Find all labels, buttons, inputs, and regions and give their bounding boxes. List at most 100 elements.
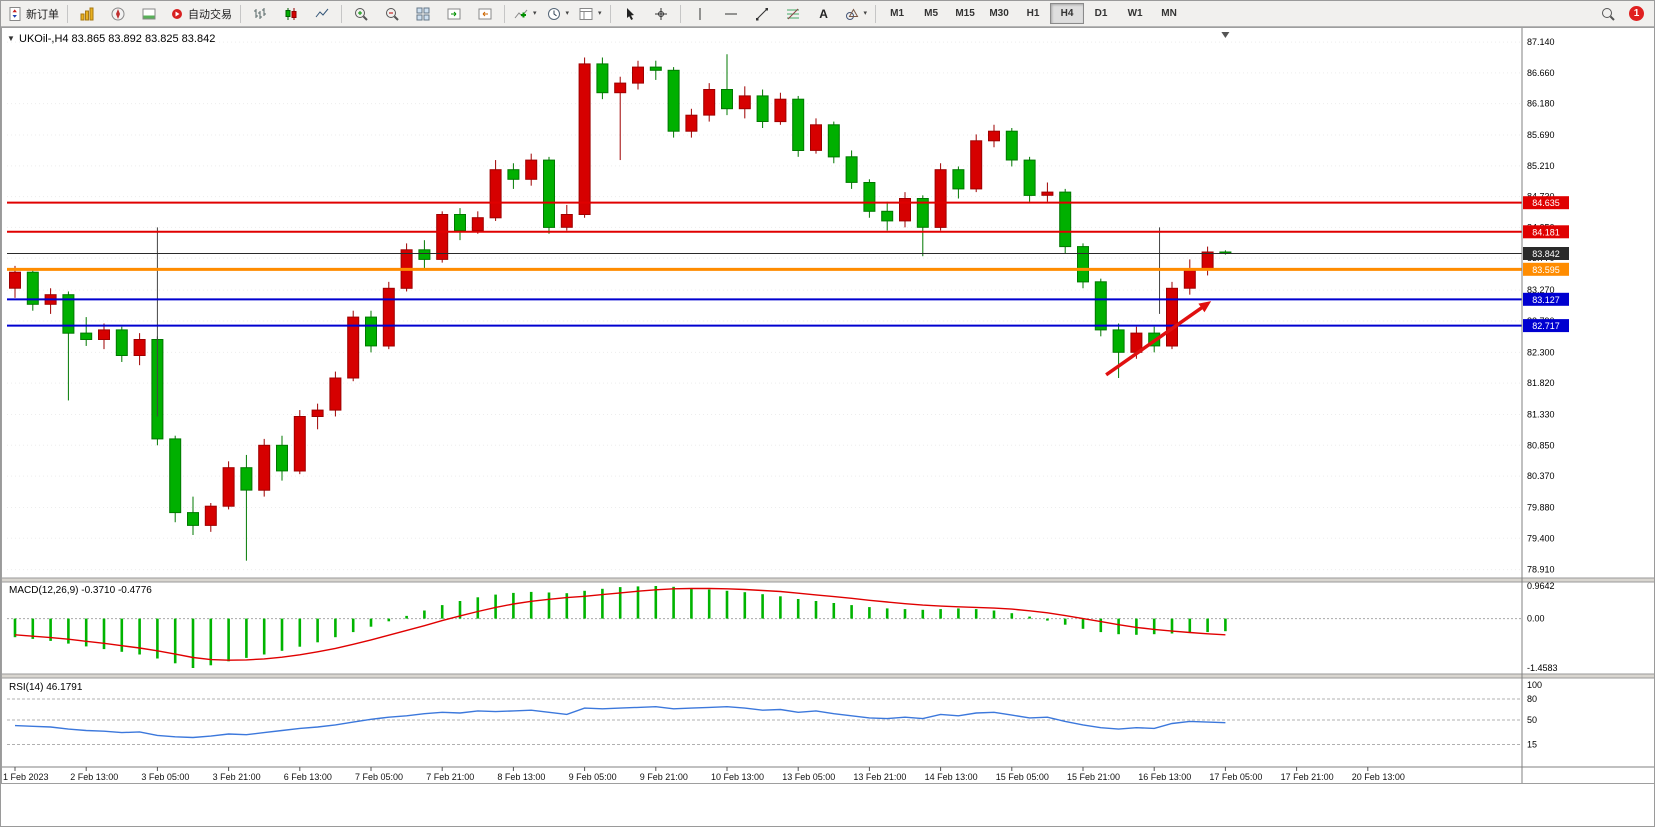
shift-marker-icon[interactable] bbox=[1221, 32, 1230, 38]
zoom-out-button[interactable] bbox=[377, 2, 407, 25]
arrow-annotation[interactable] bbox=[1105, 301, 1212, 377]
text-tool-button[interactable]: A bbox=[809, 2, 839, 25]
cursor-icon bbox=[626, 7, 634, 20]
periods-button[interactable]: ▾ bbox=[542, 2, 574, 25]
svg-text:84.181: 84.181 bbox=[1532, 227, 1560, 237]
rsi-line bbox=[14, 705, 1226, 739]
timeframe-m30-button[interactable]: M30 bbox=[989, 8, 1009, 19]
svg-text:50: 50 bbox=[1527, 715, 1537, 725]
timeframe-h4-button[interactable]: H4 bbox=[1050, 3, 1085, 24]
svg-text:82.300: 82.300 bbox=[1527, 347, 1555, 357]
svg-text:8 Feb 13:00: 8 Feb 13:00 bbox=[497, 772, 545, 782]
timeframe-m15-button[interactable]: M15 bbox=[955, 8, 975, 19]
chart-shift-icon bbox=[478, 8, 492, 19]
svg-text:79.400: 79.400 bbox=[1527, 533, 1555, 543]
cursor-button[interactable] bbox=[615, 2, 645, 25]
chart-window[interactable]: 87.14086.66086.18085.69085.21084.73084.2… bbox=[1, 27, 1655, 827]
trendline-button[interactable] bbox=[747, 2, 777, 25]
crosshair-icon bbox=[654, 7, 667, 20]
toolbar-separator bbox=[504, 4, 505, 23]
new-order-icon bbox=[9, 6, 21, 21]
rsi-panel: 100 80 50 15 RSI(14) 46.1791 bbox=[7, 680, 1542, 750]
candlestick-chart-icon bbox=[285, 7, 297, 20]
main-toolbar: 新订单 自动交易 bbox=[1, 1, 1654, 27]
timeframe-w1-button[interactable]: W1 bbox=[1127, 8, 1143, 19]
toolbar-separator bbox=[67, 4, 68, 23]
notification-badge[interactable]: 1 bbox=[1629, 6, 1644, 21]
svg-text:2 Feb 13:00: 2 Feb 13:00 bbox=[70, 772, 118, 782]
svg-text:87.140: 87.140 bbox=[1527, 37, 1555, 47]
svg-text:-1.4583: -1.4583 bbox=[1527, 663, 1558, 673]
zoom-in-icon bbox=[355, 7, 368, 21]
navigator-icon bbox=[111, 7, 125, 20]
svg-text:83.127: 83.127 bbox=[1532, 295, 1560, 305]
new-order-button[interactable]: 新订单 bbox=[3, 2, 63, 25]
svg-text:78.910: 78.910 bbox=[1527, 565, 1555, 575]
svg-text:100: 100 bbox=[1527, 680, 1542, 690]
svg-text:80.850: 80.850 bbox=[1527, 440, 1555, 450]
svg-text:81.820: 81.820 bbox=[1527, 378, 1555, 388]
toolbar-separator bbox=[875, 4, 877, 23]
search-button[interactable] bbox=[1593, 2, 1623, 25]
svg-text:1 Feb 2023: 1 Feb 2023 bbox=[3, 772, 49, 782]
tile-windows-button[interactable] bbox=[408, 2, 438, 25]
crosshair-button[interactable] bbox=[646, 2, 676, 25]
fibonacci-button[interactable] bbox=[778, 2, 808, 25]
svg-text:13 Feb 05:00: 13 Feb 05:00 bbox=[782, 772, 835, 782]
panel-divider[interactable] bbox=[1, 578, 1655, 582]
market-watch-button[interactable] bbox=[72, 2, 102, 25]
svg-text:83.595: 83.595 bbox=[1532, 265, 1560, 275]
autotrading-button[interactable]: 自动交易 bbox=[165, 2, 236, 25]
indicators-button[interactable]: ▾ bbox=[509, 2, 541, 25]
fibonacci-icon bbox=[786, 8, 799, 19]
toolbar-separator bbox=[240, 4, 241, 23]
svg-text:3 Feb 21:00: 3 Feb 21:00 bbox=[213, 772, 261, 782]
navigator-button[interactable] bbox=[103, 2, 133, 25]
autoscroll-button[interactable] bbox=[439, 2, 469, 25]
timeframe-d1-button[interactable]: D1 bbox=[1094, 8, 1108, 19]
zoom-in-button[interactable] bbox=[346, 2, 376, 25]
bar-chart-button[interactable] bbox=[245, 2, 275, 25]
zoom-out-icon bbox=[386, 7, 399, 21]
candlestick-chart-button[interactable] bbox=[276, 2, 306, 25]
line-chart-button[interactable] bbox=[307, 2, 337, 25]
shapes-button[interactable]: ▾ bbox=[840, 2, 872, 25]
timeframe-mn-button[interactable]: MN bbox=[1161, 8, 1177, 19]
macd-signal-line bbox=[14, 587, 1226, 661]
candles-layer bbox=[9, 54, 1232, 561]
price-tags: 84.635 84.181 83.842 83.595 83.127 82.717 bbox=[1523, 196, 1569, 333]
dropdown-caret[interactable]: ▾ bbox=[863, 10, 868, 17]
svg-text:7 Feb 21:00: 7 Feb 21:00 bbox=[426, 772, 474, 782]
svg-text:86.180: 86.180 bbox=[1527, 99, 1555, 109]
dropdown-caret[interactable]: ▾ bbox=[565, 10, 570, 17]
dropdown-caret[interactable]: ▾ bbox=[598, 10, 602, 17]
timeframe-m5-button[interactable]: M5 bbox=[924, 8, 939, 19]
panel-divider[interactable] bbox=[1, 674, 1655, 678]
shapes-icon bbox=[845, 7, 858, 20]
templates-button[interactable]: ▾ bbox=[574, 2, 606, 25]
horizontal-line-button[interactable] bbox=[716, 2, 746, 25]
svg-text:79.880: 79.880 bbox=[1527, 502, 1555, 512]
search-icon bbox=[1602, 7, 1615, 21]
svg-text:17 Feb 05:00: 17 Feb 05:00 bbox=[1209, 772, 1262, 782]
svg-text:MACD(12,26,9) -0.3710 -0.4776: MACD(12,26,9) -0.3710 -0.4776 bbox=[9, 585, 152, 596]
tile-windows-icon bbox=[416, 7, 430, 20]
svg-text:6 Feb 13:00: 6 Feb 13:00 bbox=[284, 772, 332, 782]
timeframe-h1-button[interactable]: H1 bbox=[1026, 8, 1040, 19]
chart-shift-button[interactable] bbox=[470, 2, 500, 25]
svg-text:20 Feb 13:00: 20 Feb 13:00 bbox=[1352, 772, 1405, 782]
timeframe-m1-button[interactable]: M1 bbox=[890, 8, 905, 19]
text-tool-icon: A bbox=[819, 6, 828, 21]
terminal-button[interactable] bbox=[134, 2, 164, 25]
svg-text:14 Feb 13:00: 14 Feb 13:00 bbox=[925, 772, 978, 782]
vertical-line-button[interactable] bbox=[685, 2, 715, 25]
bar-chart-icon bbox=[254, 7, 266, 19]
svg-text:85.690: 85.690 bbox=[1527, 130, 1555, 140]
svg-text:80: 80 bbox=[1527, 694, 1537, 704]
dropdown-caret[interactable]: ▾ bbox=[533, 10, 537, 17]
vertical-line-icon bbox=[699, 7, 701, 20]
autotrading-icon bbox=[172, 8, 182, 19]
svg-text:81.330: 81.330 bbox=[1527, 410, 1555, 420]
horizontal-lines[interactable] bbox=[7, 201, 1522, 327]
svg-text:84.635: 84.635 bbox=[1532, 198, 1560, 208]
